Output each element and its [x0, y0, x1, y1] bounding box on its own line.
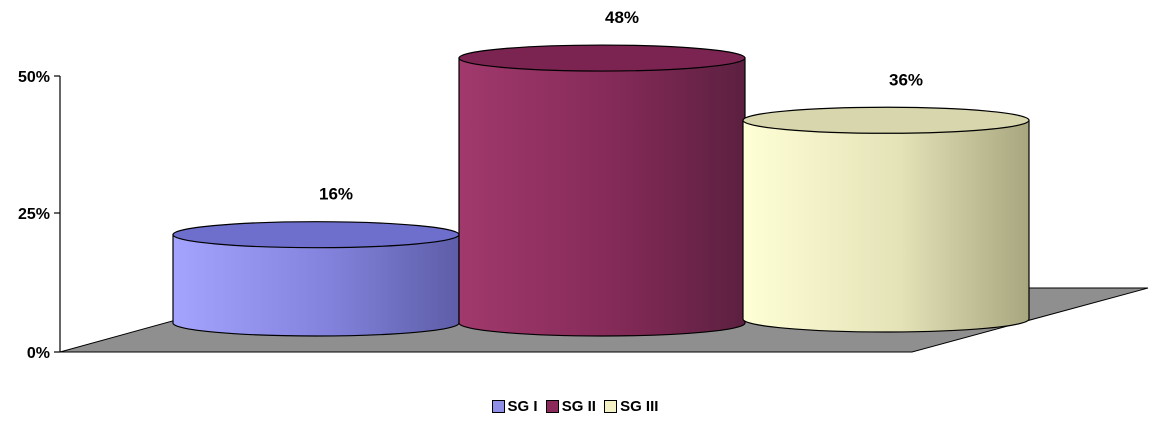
- bar-sg-2-top: [458, 44, 746, 72]
- bar-sg-3-body: [742, 119, 1030, 333]
- legend-label-sg-3: SG III: [620, 398, 659, 415]
- legend-label-sg-2: SG II: [561, 398, 596, 415]
- legend-swatch-sg-1: [491, 400, 505, 413]
- legend-item-sg-1: SG I: [491, 398, 538, 415]
- bar-sg-3-top: [742, 106, 1030, 134]
- legend-swatch-sg-3: [604, 400, 618, 413]
- chart-legend: SG I SG II SG III: [0, 398, 1150, 417]
- legend-item-sg-3: SG III: [604, 398, 658, 415]
- y-tick-label-25: 25%: [18, 206, 50, 223]
- bar-sg-1-value-label: 16%: [319, 185, 353, 204]
- bar-sg-3: 36%: [742, 70, 1030, 333]
- bar-sg-1-top: [172, 221, 460, 249]
- legend-item-sg-2: SG II: [545, 398, 596, 415]
- legend-swatch-sg-2: [545, 400, 559, 413]
- bar-sg-1: 16%: [172, 185, 460, 337]
- y-tick-label-50: 50%: [18, 69, 50, 86]
- chart: 0% 25% 50% 16% 48% 36%: [18, 8, 1149, 362]
- bar-sg-1-body: [172, 234, 460, 337]
- legend-label-sg-1: SG I: [507, 398, 538, 415]
- bar-sg-3-value-label: 36%: [889, 70, 923, 89]
- bar-sg-2-body: [458, 57, 746, 337]
- bar-sg-2-value-label: 48%: [605, 8, 639, 27]
- y-tick-label-0: 0%: [27, 345, 50, 362]
- bar-sg-2: 48%: [458, 8, 746, 337]
